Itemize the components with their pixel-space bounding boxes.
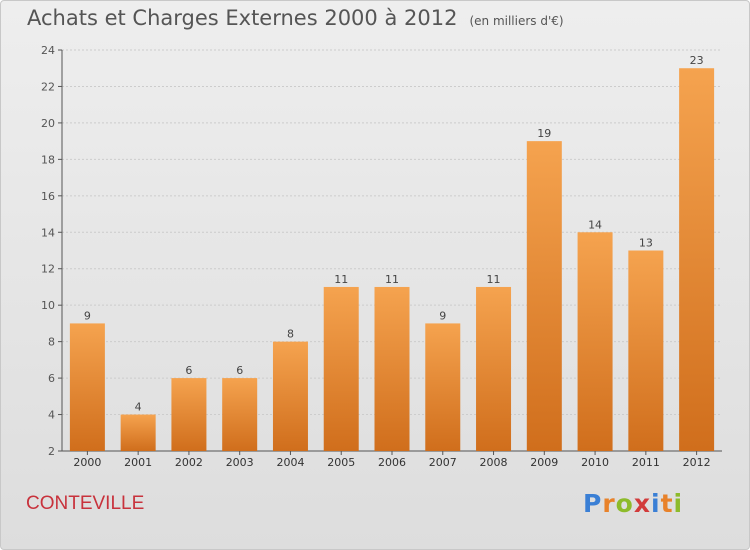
data-label: 6 [236,364,243,377]
data-label: 19 [537,127,551,140]
bar [476,286,512,451]
data-label: 13 [639,237,653,250]
x-tick-label: 2002 [175,456,203,469]
commune-name: CONTEVILLE [26,493,145,514]
proxiti-logo[interactable]: Proxiti [583,489,683,518]
data-label: 8 [287,328,294,341]
x-tick-label: 2003 [226,456,254,469]
bar [323,286,359,451]
bar [526,141,562,452]
y-tick-label: 8 [48,336,55,349]
data-label: 14 [588,218,602,231]
y-tick-label: 2 [48,445,55,458]
y-tick-label: 12 [41,263,55,276]
x-tick-label: 2012 [683,456,711,469]
bar [120,414,156,451]
bar [628,250,664,451]
data-label: 4 [135,401,142,414]
data-label: 6 [185,364,192,377]
logo-letter: t [660,489,674,518]
bar-layer [69,68,715,452]
label-layer: 9 4 6 6 8 11 11 9 11 19 14 13 23 [84,54,704,413]
y-tick-label: 4 [48,409,55,422]
y-tick-label: 16 [41,190,55,203]
y-tick-label: 20 [41,117,55,130]
bar [272,341,308,451]
bar [679,68,715,452]
data-label: 23 [690,54,704,67]
data-label: 11 [334,273,348,286]
x-tick-label: 2000 [73,456,101,469]
x-tick-label: 2009 [530,456,558,469]
bar [171,378,207,451]
x-tick-label: 2005 [327,456,355,469]
chart-title-text: Achats et Charges Externes 2000 à 2012 [27,6,458,30]
bar [69,323,105,451]
y-tick-label: 6 [48,372,55,385]
bar [425,323,461,451]
bar [374,286,410,451]
chart-unit: (en milliers d'€) [469,14,564,28]
x-tick-label: 2010 [581,456,609,469]
data-label: 9 [439,309,446,322]
logo-letter: r [602,489,616,518]
logo-letter: o [615,489,634,518]
data-label: 11 [385,273,399,286]
x-tick-label: 2011 [632,456,660,469]
x-tick-label: 2004 [276,456,304,469]
y-tick-label: 10 [41,299,55,312]
x-tick-label: 2001 [124,456,152,469]
chart-title: Achats et Charges Externes 2000 à 2012 (e… [27,6,564,30]
bar [577,232,613,451]
bar [222,378,258,451]
y-tick-label: 24 [41,44,55,57]
logo-letter: i [651,489,661,518]
y-tick-label: 18 [41,153,55,166]
y-tick-label: 22 [41,80,55,93]
data-label: 11 [487,273,501,286]
x-tick-label: 2006 [378,456,406,469]
logo-letter: i [673,489,684,518]
logo-letter: x [633,489,651,518]
x-tick-label: 2008 [480,456,508,469]
x-tick-label: 2007 [429,456,457,469]
y-tick-label: 14 [41,226,55,239]
data-label: 9 [84,309,91,322]
logo-letter: P [583,489,603,518]
